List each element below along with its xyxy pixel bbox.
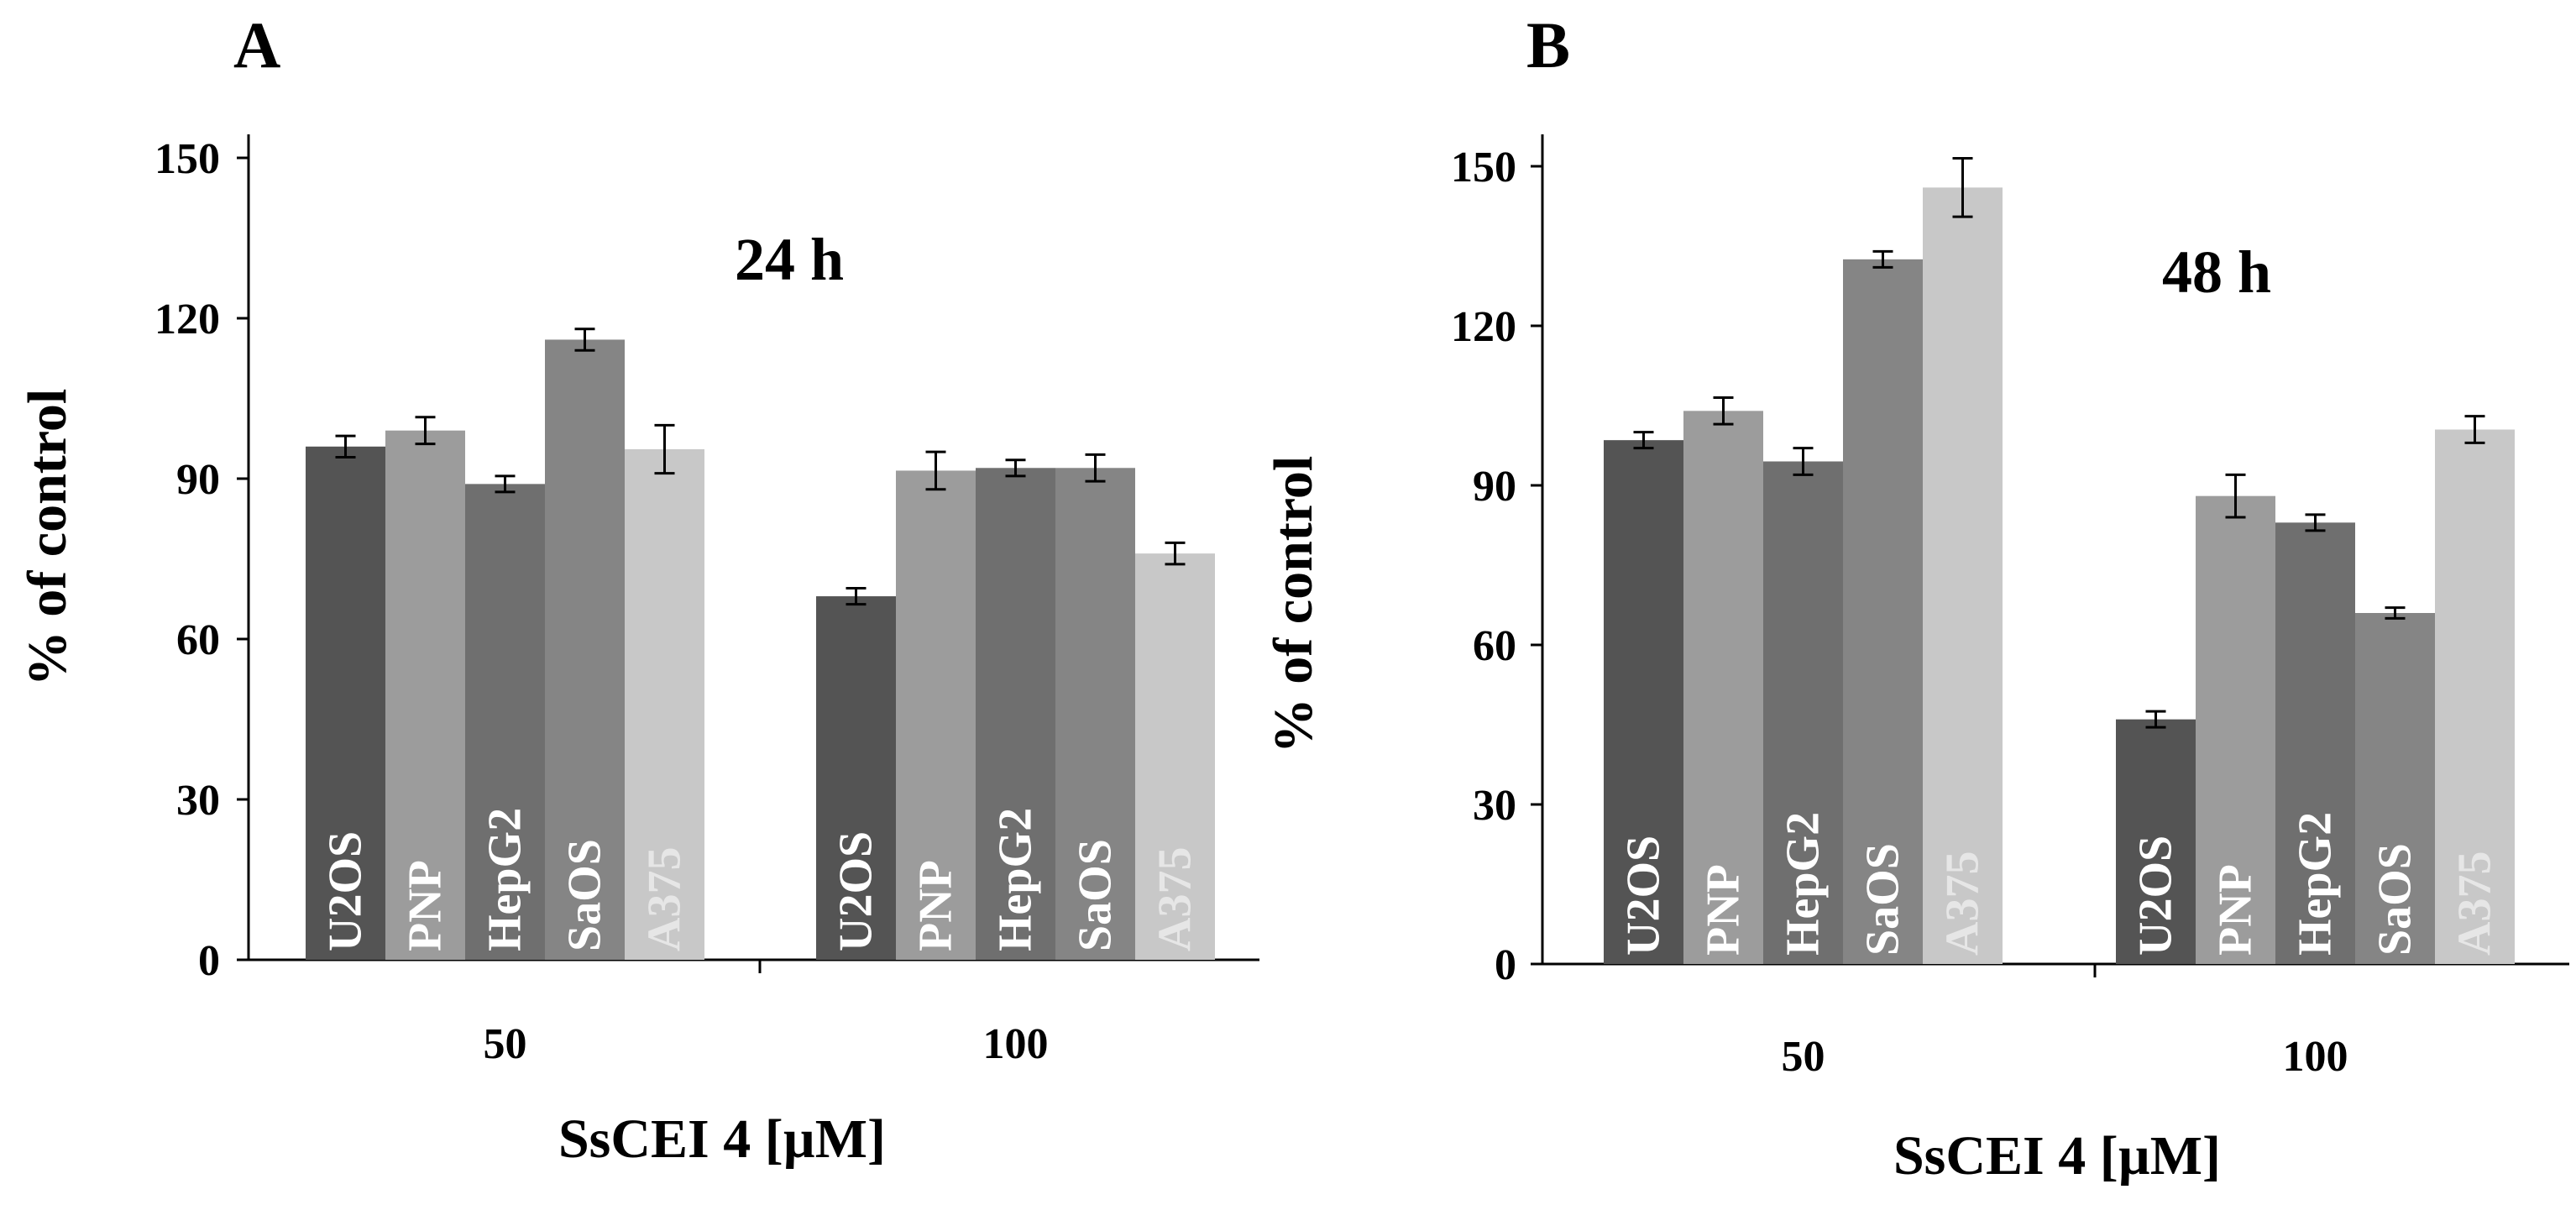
- bar: [625, 448, 704, 960]
- bar-data-label: U2OS: [1618, 836, 1670, 956]
- y-tick-label: 60: [176, 616, 220, 664]
- y-tick-label: 0: [1495, 941, 1516, 989]
- bar: [1604, 440, 1683, 964]
- y-tick-label: 120: [154, 296, 220, 343]
- bar-data-label: PNP: [1698, 864, 1750, 956]
- x-axis-label: SsCEI 4 [µM]: [558, 1108, 886, 1170]
- bar-data-label: PNP: [2210, 864, 2262, 956]
- bar-data-label: U2OS: [2130, 836, 2182, 956]
- y-tick-label: 0: [198, 937, 220, 985]
- chart-title: 48 h: [2162, 238, 2271, 306]
- x-tick-label: 50: [1782, 1033, 1825, 1081]
- bar-data-label: U2OS: [830, 831, 882, 951]
- bar-data-label: PNP: [910, 860, 962, 951]
- bar: [545, 339, 625, 960]
- bar: [2275, 522, 2355, 964]
- bar: [1135, 553, 1215, 960]
- x-tick-label: 100: [2283, 1033, 2348, 1081]
- y-tick-label: 30: [1473, 782, 1516, 830]
- bar: [1843, 259, 1923, 964]
- bar: [2435, 429, 2515, 964]
- bar: [1923, 187, 2003, 965]
- bar: [306, 446, 385, 960]
- bar-data-label: HepG2: [990, 808, 1042, 951]
- bar: [976, 468, 1055, 960]
- bar-data-label: HepG2: [2290, 812, 2342, 956]
- y-tick-label: 60: [1473, 622, 1516, 670]
- y-tick-label: 90: [176, 456, 220, 504]
- bar-data-label: SaOS: [1070, 839, 1122, 951]
- bar-data-label: PNP: [400, 860, 452, 951]
- chart-title: 24 h: [735, 226, 844, 293]
- bar-data-label: SaOS: [1857, 843, 1909, 956]
- plot-area: 0 30 60 90 120 150 U2OS PNP HepG2 SaOS A375 50 U2OS P…: [154, 134, 1259, 1068]
- y-axis-label: % of control: [17, 389, 78, 686]
- y-tick-label: 120: [1451, 303, 1516, 351]
- bar-data-label: A375: [2449, 851, 2501, 956]
- bar: [816, 596, 896, 960]
- bar: [465, 484, 545, 960]
- panel-letter: A: [233, 8, 280, 81]
- bar-data-label: U2OS: [320, 831, 372, 951]
- y-axis-label: % of control: [1263, 456, 1324, 753]
- y-tick-label: 150: [154, 135, 220, 183]
- bar: [2355, 613, 2435, 964]
- y-tick-label: 30: [176, 777, 220, 825]
- bar-data-label: SaOS: [559, 839, 611, 951]
- x-tick-label: 50: [484, 1020, 527, 1068]
- panel-b: B 48 h % of control SsCEI 4 [µM] 0 30 60 90…: [1263, 8, 2569, 1187]
- bar-data-label: HepG2: [1778, 812, 1830, 956]
- x-axis-label: SsCEI 4 [µM]: [1893, 1125, 2221, 1187]
- bar-data-label: A375: [1149, 847, 1202, 951]
- bar-data-label: SaOS: [2369, 843, 2422, 956]
- y-tick-label: 90: [1473, 463, 1516, 511]
- bar-data-label: HepG2: [479, 808, 531, 951]
- panel-letter: B: [1526, 8, 1570, 81]
- bar: [1683, 411, 1763, 964]
- x-tick-label: 100: [983, 1020, 1049, 1068]
- bar: [896, 470, 976, 960]
- bar: [1055, 468, 1135, 960]
- bar: [1763, 461, 1843, 964]
- bar: [2116, 719, 2196, 964]
- bar: [385, 430, 465, 960]
- y-tick-label: 150: [1451, 144, 1516, 191]
- bar-data-label: A375: [639, 847, 691, 951]
- bar-data-label: A375: [1937, 851, 1989, 956]
- bar: [2196, 495, 2275, 964]
- plot-area: 0 30 60 90 120 150 U2OS PNP HepG2 SaOS A375 50 U2OS P…: [1451, 134, 2569, 1081]
- panel-a: A 24 h % of control SsCEI 4 [µM] 0 30 60 90…: [17, 8, 1259, 1170]
